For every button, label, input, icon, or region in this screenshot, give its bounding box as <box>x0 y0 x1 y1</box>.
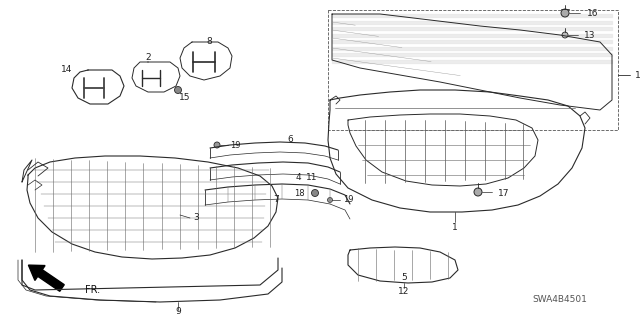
Circle shape <box>562 32 568 38</box>
Circle shape <box>214 142 220 148</box>
Text: 3: 3 <box>193 213 199 222</box>
Circle shape <box>561 9 569 17</box>
Circle shape <box>175 86 182 93</box>
Text: 1: 1 <box>452 224 458 233</box>
Text: 5: 5 <box>401 273 407 283</box>
Text: 19: 19 <box>343 196 353 204</box>
Text: 9: 9 <box>175 308 181 316</box>
Text: 18: 18 <box>294 189 305 197</box>
Circle shape <box>474 188 482 196</box>
Text: 11: 11 <box>307 173 317 182</box>
Text: 6: 6 <box>287 135 293 144</box>
Circle shape <box>312 189 319 197</box>
Text: 2: 2 <box>145 54 151 63</box>
Text: 4: 4 <box>295 173 301 182</box>
Text: SWA4B4501: SWA4B4501 <box>532 295 588 305</box>
Text: 15: 15 <box>179 93 191 101</box>
Text: FR.: FR. <box>85 285 100 295</box>
Text: 17: 17 <box>498 189 509 197</box>
Text: 7: 7 <box>273 196 279 204</box>
Text: 19: 19 <box>230 140 240 150</box>
Circle shape <box>328 197 333 203</box>
Text: 10: 10 <box>635 70 640 79</box>
Text: 13: 13 <box>584 31 595 40</box>
Text: 16: 16 <box>587 9 598 18</box>
Text: 8: 8 <box>206 38 212 47</box>
FancyArrow shape <box>28 265 64 291</box>
Text: 12: 12 <box>398 286 410 295</box>
Text: 14: 14 <box>61 65 72 75</box>
